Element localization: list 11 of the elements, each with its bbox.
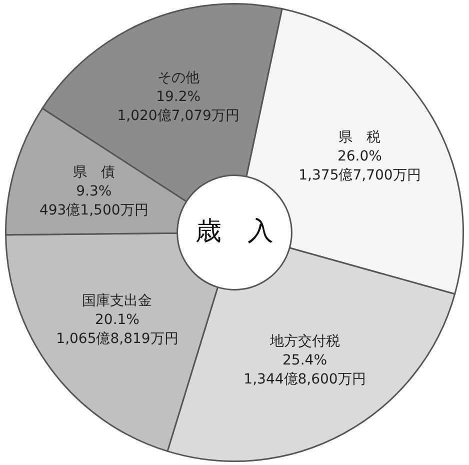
data-label: 20.1% 1,065億8,819万円: [56, 312, 178, 347]
slice-label: その他: [157, 70, 200, 86]
data-label: 19.2% 1,020億7,079万円: [117, 88, 240, 124]
slice-label: 県 税: [338, 129, 381, 146]
data-label: 9.3% 493億1,500万円: [39, 183, 148, 218]
data-label: 26.0% 1,375億7,700万円: [298, 148, 421, 184]
slice-label: 国庫支出金: [82, 292, 152, 309]
text: 歳 入: [196, 216, 274, 246]
slice-label: 地方交付税: [268, 334, 340, 350]
slice-label: 県 債: [72, 164, 115, 180]
data-label: 25.4% 1,344億8,600万円: [244, 352, 366, 388]
